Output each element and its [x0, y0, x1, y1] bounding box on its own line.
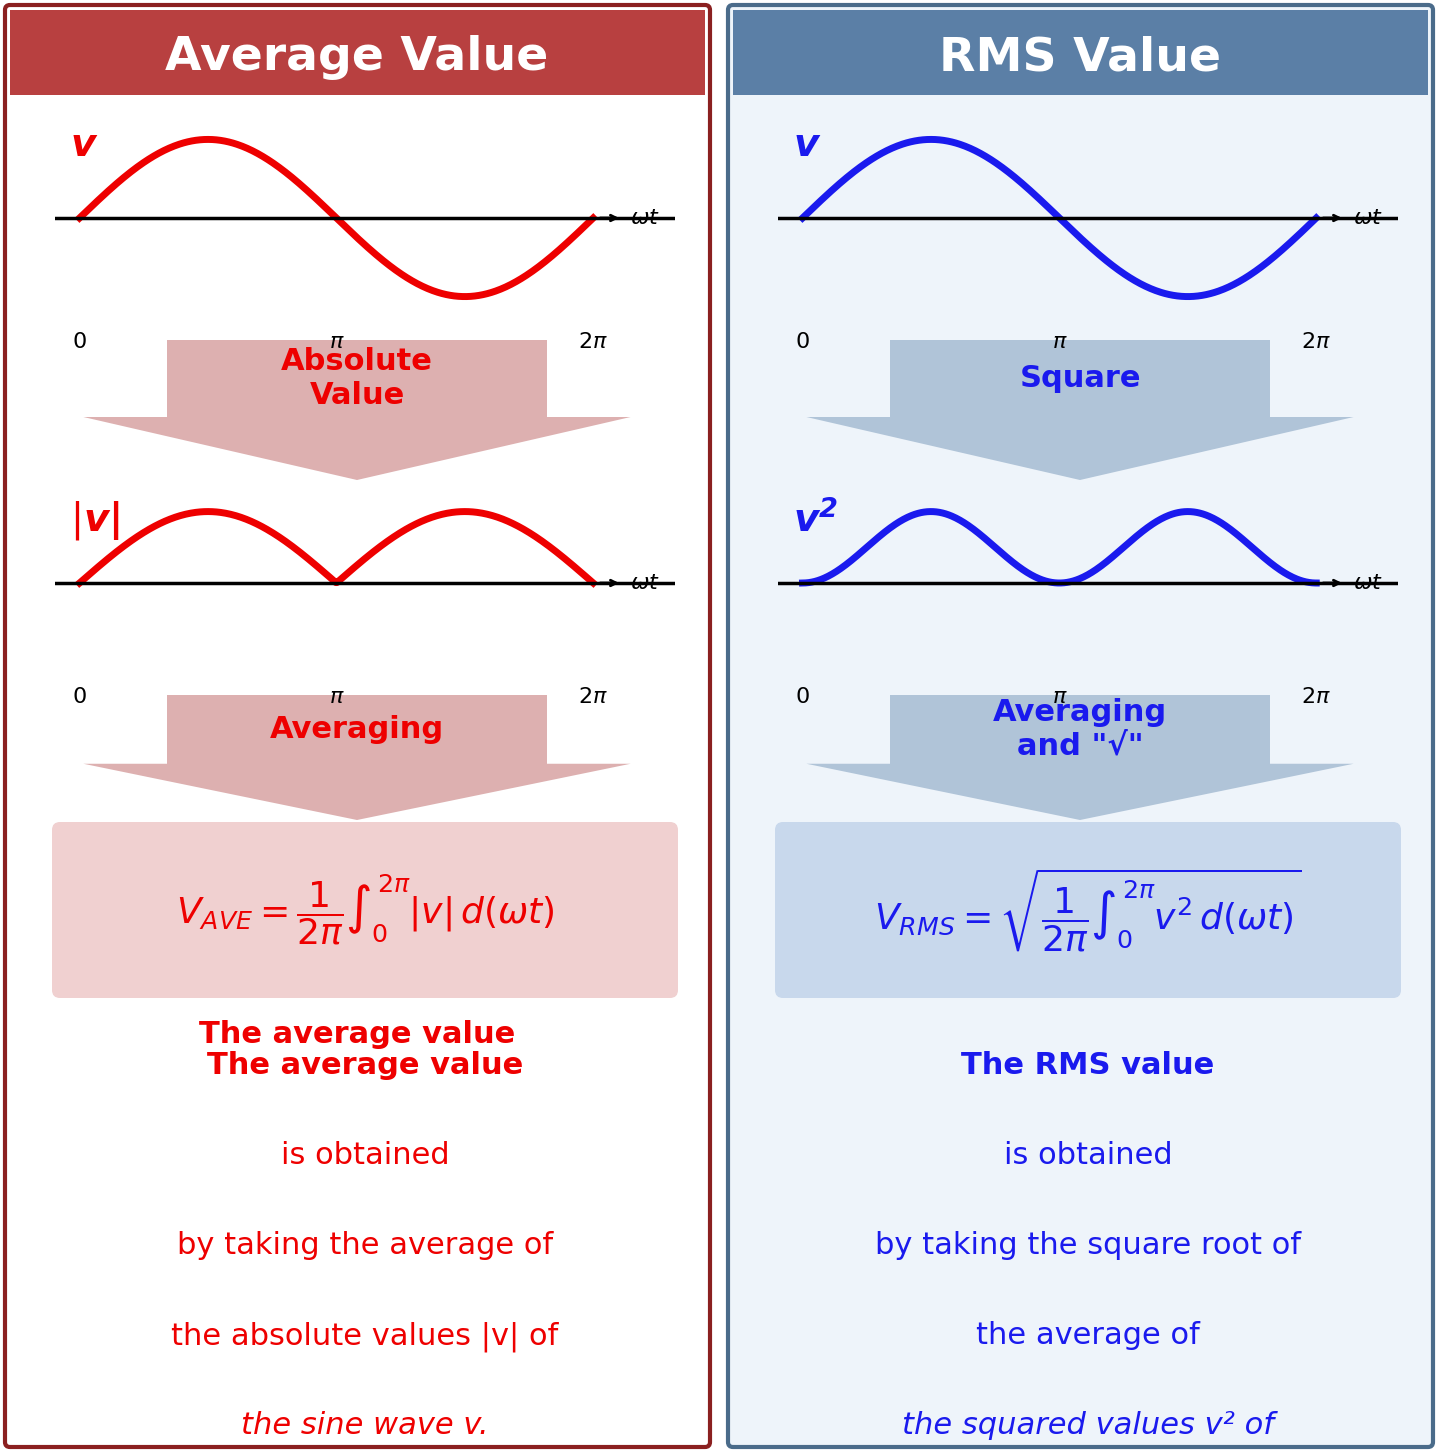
- Text: RMS Value: RMS Value: [939, 35, 1221, 80]
- FancyBboxPatch shape: [728, 4, 1434, 1448]
- Text: $\bfit{v}$: $\bfit{v}$: [70, 126, 98, 164]
- Polygon shape: [807, 764, 1353, 820]
- FancyBboxPatch shape: [52, 822, 677, 998]
- Text: Absolute
Value: Absolute Value: [280, 347, 433, 409]
- FancyBboxPatch shape: [4, 4, 710, 1448]
- Text: Square: Square: [1020, 364, 1140, 393]
- Text: Averaging: Averaging: [270, 714, 444, 743]
- Bar: [890, 696, 1270, 764]
- Text: $\bfit{v}$: $\bfit{v}$: [792, 126, 821, 164]
- Text: the squared values v² of: the squared values v² of: [902, 1411, 1274, 1440]
- Text: the average of: the average of: [976, 1321, 1199, 1350]
- Text: is obtained: is obtained: [280, 1141, 449, 1170]
- Text: $V_{RMS} = \sqrt{\dfrac{1}{2\pi}\int_0^{2\pi} v^2\,d(\omega t)}$: $V_{RMS} = \sqrt{\dfrac{1}{2\pi}\int_0^{…: [874, 867, 1301, 954]
- FancyBboxPatch shape: [775, 822, 1401, 998]
- FancyBboxPatch shape: [10, 10, 705, 94]
- Polygon shape: [83, 417, 631, 481]
- Text: is obtained: is obtained: [1004, 1141, 1172, 1170]
- Text: $\bfit{v}^2$: $\bfit{v}^2$: [792, 499, 838, 540]
- Bar: [733, 10, 1428, 94]
- Polygon shape: [83, 764, 631, 820]
- Bar: [167, 696, 546, 764]
- Text: $\omega t$: $\omega t$: [630, 208, 660, 228]
- Text: Average Value: Average Value: [165, 35, 549, 80]
- Text: $|\bfit{v}|$: $|\bfit{v}|$: [70, 498, 119, 542]
- Text: the absolute values |v| of: the absolute values |v| of: [171, 1321, 558, 1352]
- Bar: [10, 10, 705, 94]
- Text: by taking the average of: by taking the average of: [177, 1231, 554, 1260]
- Text: $V_{AVE} = \dfrac{1}{2\pi}\int_0^{2\pi} |v|\,d(\omega t)$: $V_{AVE} = \dfrac{1}{2\pi}\int_0^{2\pi} …: [175, 873, 554, 948]
- Text: The average value: The average value: [207, 1050, 523, 1079]
- Text: $\omega t$: $\omega t$: [630, 574, 660, 592]
- Bar: [890, 340, 1270, 417]
- Text: Averaging
and "√": Averaging and "√": [992, 698, 1168, 761]
- Bar: [167, 340, 546, 417]
- Polygon shape: [807, 417, 1353, 481]
- Text: $\omega t$: $\omega t$: [1353, 208, 1383, 228]
- Text: The RMS value: The RMS value: [962, 1050, 1215, 1079]
- Text: The average value: The average value: [198, 1019, 515, 1048]
- Text: by taking the square root of: by taking the square root of: [874, 1231, 1301, 1260]
- Text: $\omega t$: $\omega t$: [1353, 574, 1383, 592]
- Text: the sine wave v.: the sine wave v.: [242, 1411, 489, 1440]
